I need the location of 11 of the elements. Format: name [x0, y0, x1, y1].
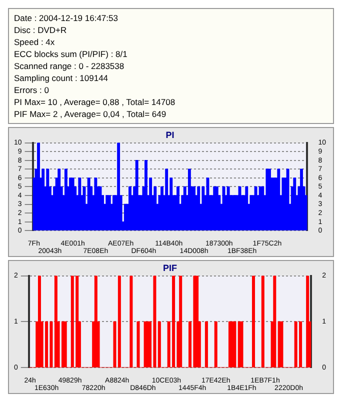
chart-title: PI — [166, 130, 174, 140]
text: Errors : 0 — [14, 84, 50, 96]
text: Scanned range : 0 - 2283538 — [14, 60, 126, 72]
text: PIF Max= 2 , Average= 0,04 , Total= 649 — [14, 108, 168, 120]
text: Sampling count : 109144 — [14, 72, 110, 84]
text: Speed : 4x — [14, 36, 56, 48]
text: ECC blocks sum (PI/PIF) : 8/1 — [14, 48, 128, 60]
text: Disc : DVD+R — [14, 24, 68, 36]
text: PI Max= 10 , Average= 0,88 , Total= 14708 — [14, 96, 176, 108]
text: Date : 2004-12-19 16:47:53 — [14, 12, 119, 24]
chart-title: PIF — [162, 262, 178, 273]
